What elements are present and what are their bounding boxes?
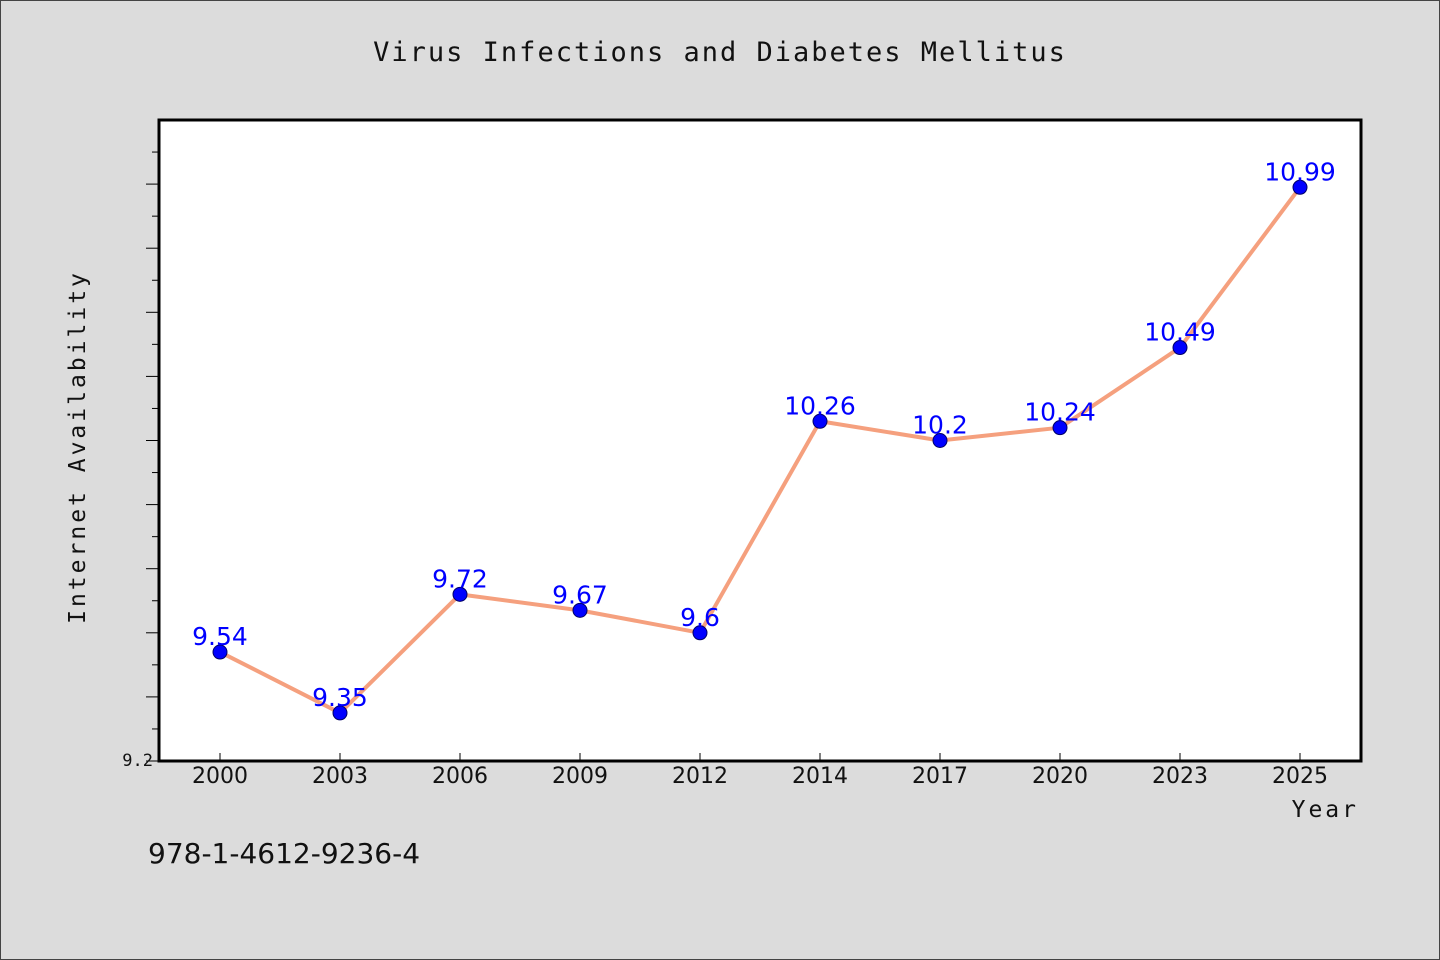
x-tick-label: 2012 <box>672 764 728 789</box>
y-tick-label-min: 9.2 <box>122 751 153 771</box>
data-label: 10.26 <box>784 391 856 420</box>
series-line <box>219 186 1302 715</box>
data-label: 10.99 <box>1264 157 1336 186</box>
data-point <box>1172 340 1188 356</box>
data-point <box>1292 179 1308 195</box>
data-point <box>812 413 828 429</box>
data-label: 10.24 <box>1024 398 1096 427</box>
x-tick-label: 2003 <box>312 764 368 789</box>
data-label: 9.72 <box>432 564 488 593</box>
data-label: 9.35 <box>312 683 368 712</box>
series-markers <box>212 179 1308 721</box>
data-point <box>1052 420 1068 436</box>
data-point <box>332 705 348 721</box>
data-label: 10.49 <box>1144 318 1216 347</box>
x-tick-label: 2023 <box>1152 764 1208 789</box>
x-tick-label: 2020 <box>1032 764 1088 789</box>
x-tick-label: 2000 <box>192 764 248 789</box>
x-axis-ticks: 2000 2003 2006 2009 2012 2014 2017 2020 2023 2025 <box>192 753 1328 789</box>
plot-area <box>157 118 1363 763</box>
data-point <box>212 644 228 660</box>
x-tick-label: 2006 <box>432 764 488 789</box>
data-label: 10.2 <box>912 411 968 440</box>
isbn-text: 978-1-4612-9236-4 <box>148 837 420 870</box>
data-point <box>692 625 708 641</box>
y-axis-ticks <box>146 151 159 762</box>
x-axis-label: Year <box>1292 797 1359 823</box>
x-tick-label: 2009 <box>552 764 608 789</box>
x-tick-label: 2014 <box>792 764 848 789</box>
data-label: 9.6 <box>680 603 720 632</box>
chart-title: Virus Infections and Diabetes Mellitus <box>373 37 1067 68</box>
data-labels: 9.54 9.35 9.72 9.67 9.6 10.26 10.2 10.24 10.49 10… <box>192 157 1336 712</box>
data-point <box>452 586 468 602</box>
data-point <box>932 433 948 448</box>
x-tick-label: 2025 <box>1272 764 1328 789</box>
data-point <box>572 602 588 618</box>
data-label: 9.54 <box>192 622 248 651</box>
y-axis-label: Internet Availability <box>65 270 91 624</box>
x-tick-label: 2017 <box>912 764 968 789</box>
data-label: 9.67 <box>552 580 608 609</box>
